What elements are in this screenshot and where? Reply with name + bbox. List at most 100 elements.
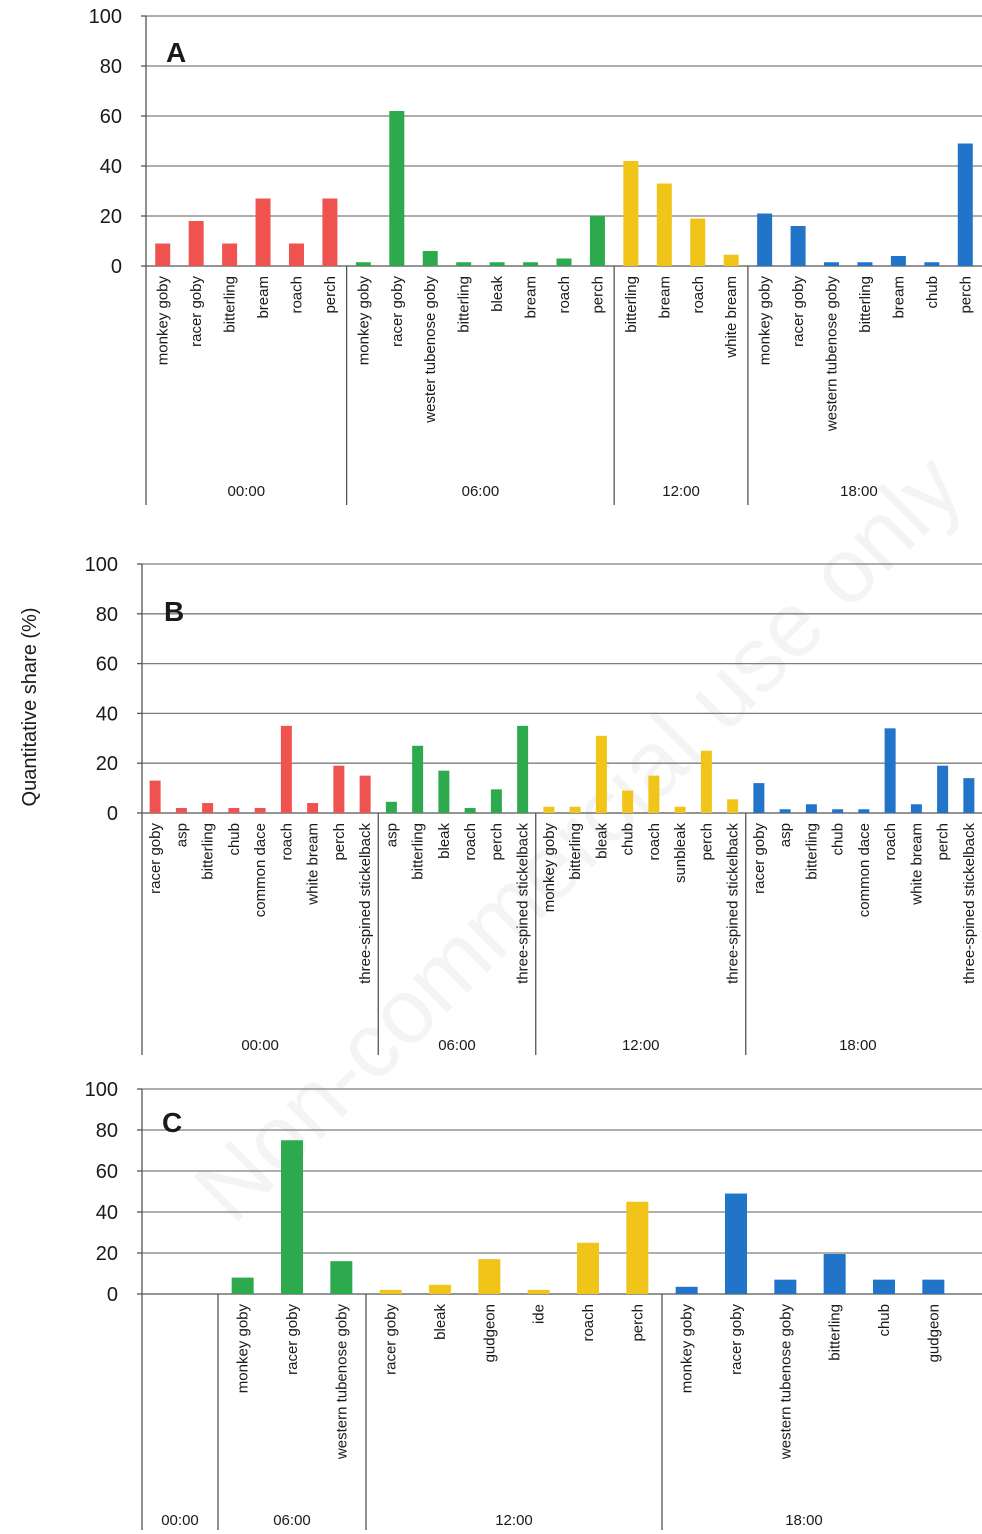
group-label: 18:00	[839, 1037, 877, 1054]
bar	[924, 262, 940, 266]
bar	[626, 1201, 649, 1294]
bar	[149, 780, 161, 813]
bar	[577, 1242, 599, 1294]
y-tick-label: 40	[96, 703, 118, 725]
y-tick-label: 40	[100, 156, 122, 178]
x-tick-label: roach	[462, 823, 479, 861]
bar	[857, 262, 873, 266]
bar	[422, 251, 438, 266]
x-tick-label: three-spined stickelback	[515, 823, 532, 984]
bar	[963, 778, 975, 813]
bar	[790, 226, 806, 266]
x-tick-label: bitterling	[827, 1304, 844, 1361]
bar	[569, 806, 581, 813]
bar	[527, 1289, 550, 1294]
x-tick-label: bitterling	[410, 823, 427, 880]
bar	[389, 111, 405, 266]
bar	[823, 1254, 846, 1294]
bar	[656, 183, 672, 266]
group-label: 12:00	[662, 483, 700, 500]
x-tick-label: roach	[646, 823, 663, 861]
x-tick-label: perch	[957, 276, 974, 314]
bar	[779, 809, 791, 813]
bar	[188, 221, 204, 266]
x-tick-label: bitterling	[857, 276, 874, 333]
bar	[723, 254, 739, 266]
bar	[464, 808, 476, 813]
bar	[589, 216, 605, 266]
x-tick-label: roach	[882, 823, 899, 861]
y-tick-label: 80	[96, 604, 118, 626]
bar	[254, 808, 266, 813]
bar	[281, 1140, 303, 1294]
x-tick-label: racer goby	[147, 823, 164, 894]
x-tick-label: common dace	[856, 823, 873, 917]
bar	[523, 262, 539, 266]
x-tick-label: sunbleak	[672, 823, 689, 884]
x-tick-label: bitterling	[803, 823, 820, 880]
x-tick-label: bream	[523, 276, 540, 319]
y-tick-label: 40	[96, 1202, 118, 1224]
x-tick-label: racer goby	[284, 1304, 301, 1375]
bar	[623, 161, 639, 266]
x-tick-label: bream	[890, 276, 907, 319]
x-tick-label: bitterling	[200, 823, 217, 880]
x-tick-label: wester tubenose goby	[422, 276, 439, 424]
bar	[355, 262, 371, 266]
y-tick-label: 60	[96, 654, 118, 676]
bar	[333, 765, 345, 813]
x-tick-label: bleak	[436, 823, 453, 859]
y-tick-label: 60	[96, 1161, 118, 1183]
x-tick-label: ide	[531, 1304, 548, 1324]
bar	[753, 783, 765, 813]
x-tick-label: monkey goby	[757, 276, 774, 366]
bar	[379, 1289, 402, 1294]
x-tick-label: racer goby	[389, 276, 406, 347]
y-axis-label: Quantitative share (%)	[19, 608, 41, 807]
x-tick-label: western tubenose goby	[824, 276, 841, 433]
x-tick-label: gudgeon	[481, 1304, 498, 1362]
group-label: 06:00	[438, 1037, 476, 1054]
x-tick-label: bleak	[593, 823, 610, 859]
y-tick-label: 0	[107, 1284, 118, 1306]
x-tick-label: racer goby	[790, 276, 807, 347]
x-tick-label: monkey goby	[355, 276, 372, 366]
x-tick-label: perch	[698, 823, 715, 861]
group-label: 00:00	[241, 1037, 279, 1054]
bar	[228, 808, 240, 813]
x-tick-label: white bream	[908, 823, 925, 906]
bar	[937, 765, 949, 813]
bar	[155, 243, 171, 266]
group-label: 00:00	[228, 483, 266, 500]
bar	[202, 803, 214, 813]
bar	[873, 1279, 895, 1294]
x-tick-label: asp	[777, 823, 794, 847]
x-tick-label: perch	[488, 823, 505, 861]
bar	[922, 1279, 945, 1294]
x-tick-label: bitterling	[456, 276, 473, 333]
group-label: 18:00	[840, 483, 878, 500]
bar	[757, 213, 773, 266]
x-tick-label: perch	[322, 276, 339, 314]
x-tick-label: monkey goby	[541, 823, 558, 913]
group-label: 06:00	[462, 483, 500, 500]
bar	[231, 1277, 254, 1294]
x-tick-label: western tubenose goby	[777, 1304, 794, 1461]
x-tick-label: perch	[629, 1304, 646, 1342]
x-tick-label: white bream	[723, 276, 740, 359]
bar	[456, 262, 472, 266]
x-tick-label: white bream	[305, 823, 322, 906]
x-tick-label: perch	[331, 823, 348, 861]
x-tick-label: common dace	[252, 823, 269, 917]
bar	[700, 750, 712, 813]
bar	[412, 745, 424, 813]
x-tick-label: bleak	[489, 276, 506, 312]
bar	[674, 806, 686, 813]
x-tick-label: gudgeon	[925, 1304, 942, 1362]
x-tick-label: racer goby	[751, 823, 768, 894]
bar	[222, 243, 238, 266]
x-tick-label: roach	[580, 1304, 597, 1342]
